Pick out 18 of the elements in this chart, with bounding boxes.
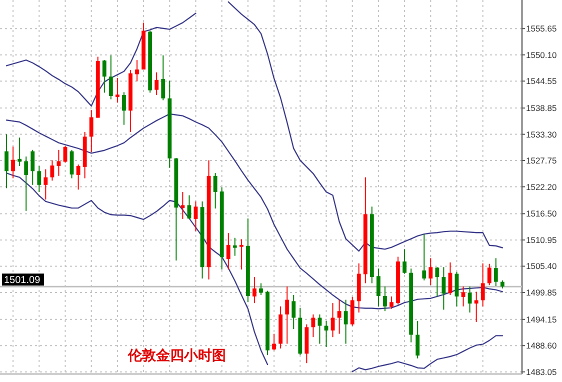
ref-line-label: 1501.09 xyxy=(4,275,41,286)
text: 伦敦金四小时图 xyxy=(127,347,226,364)
y-tick-label: 1550.10 xyxy=(526,50,557,60)
y-tick-label: 1483.05 xyxy=(526,366,557,377)
y-tick-label: 1538.85 xyxy=(526,103,557,114)
y-tick-label: 1544.55 xyxy=(526,76,557,86)
y-tick-label: 1516.50 xyxy=(526,208,557,219)
y-tick-label: 1555.65 xyxy=(526,24,557,34)
y-tick-label: 1499.85 xyxy=(526,287,557,298)
y-tick-label: 1488.60 xyxy=(526,340,557,351)
y-tick-label: 1527.75 xyxy=(526,156,557,166)
y-tick-label: 1494.15 xyxy=(526,314,557,324)
line-series xyxy=(6,113,504,310)
y-tick-label: 1510.95 xyxy=(526,234,557,245)
ref-label: 1501.09 xyxy=(2,274,44,286)
y-tick-label: 1522.20 xyxy=(526,182,557,192)
y-tick-label: 1505.40 xyxy=(526,261,557,272)
y-tick-label: 1533.30 xyxy=(526,129,557,140)
